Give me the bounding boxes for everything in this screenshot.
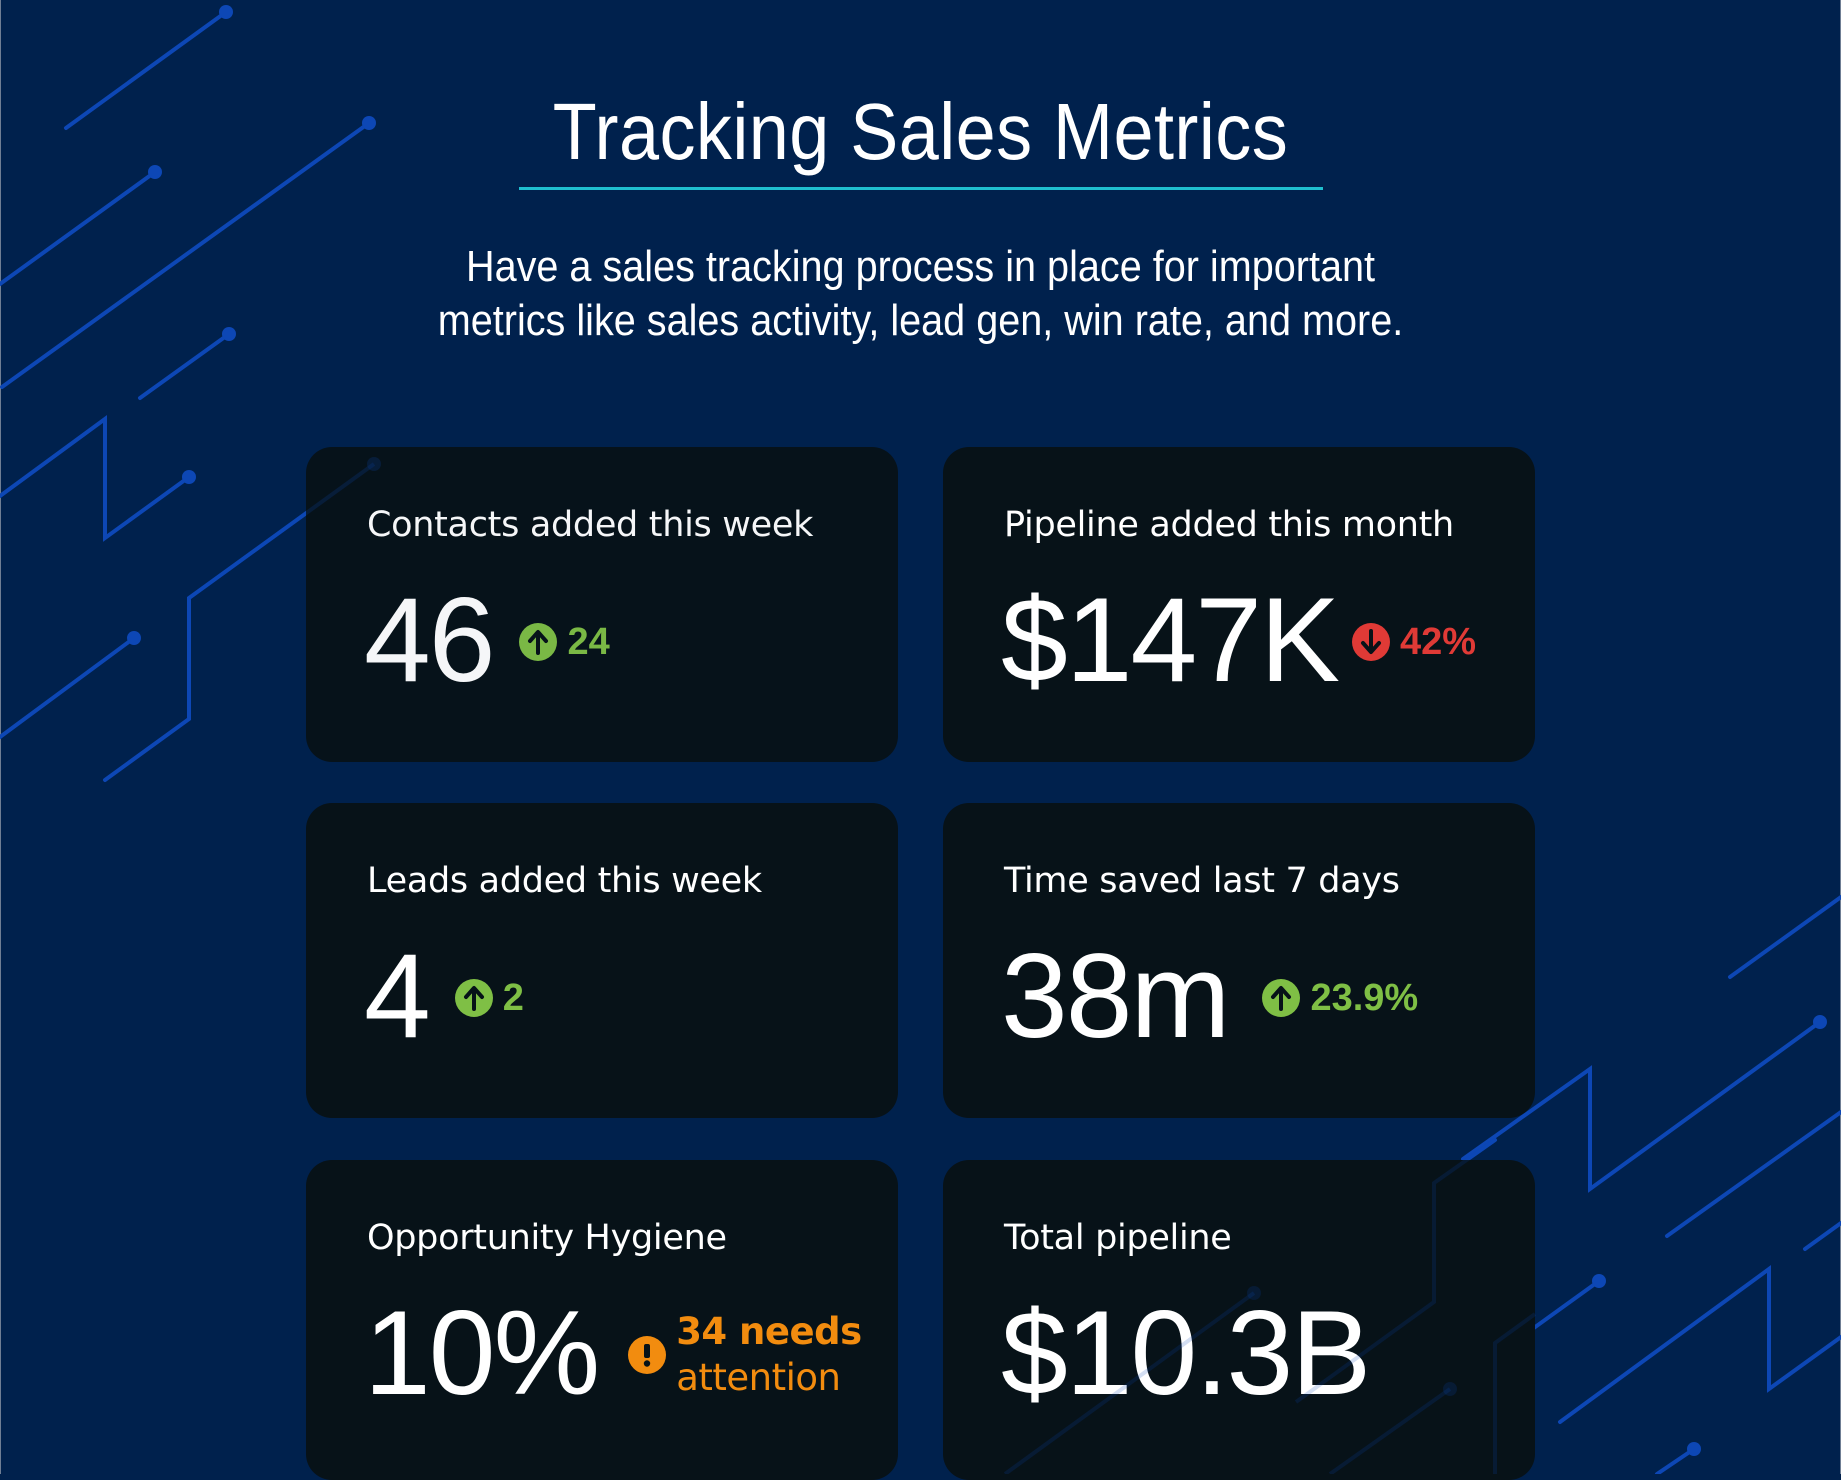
change-value: 24	[567, 620, 610, 663]
change-badge: 2	[454, 976, 524, 1020]
warning-text-line-2: attention	[676, 1356, 841, 1399]
page-subtitle: Have a sales tracking process in place f…	[92, 240, 1749, 348]
metric-value: 38m	[1001, 929, 1230, 1063]
metric-value: $10.3B	[1001, 1286, 1371, 1420]
change-value: 2	[502, 976, 524, 1019]
metric-card-total-pipeline[interactable]: Total pipeline $10.3B	[943, 1160, 1535, 1480]
metric-label: Opportunity Hygiene	[367, 1218, 727, 1258]
warning-badge: 34 needs attention	[628, 1309, 862, 1401]
page-title: Tracking Sales Metrics	[552, 87, 1289, 176]
warning-text-line-1: 34 needs	[676, 1310, 862, 1353]
change-badge: 24	[519, 620, 610, 664]
subtitle-line-2: metrics like sales activity, lead gen, w…	[437, 296, 1404, 345]
metric-label: Leads added this week	[367, 861, 762, 901]
change-value: 42%	[1400, 620, 1477, 663]
metric-card-leads[interactable]: Leads added this week 4 2	[306, 803, 898, 1118]
metric-card-opportunity-hygiene[interactable]: Opportunity Hygiene 10% 34 needs attenti…	[306, 1160, 898, 1480]
metric-value: 10%	[364, 1286, 600, 1420]
change-badge: 42%	[1352, 621, 1476, 664]
change-value: 23.9%	[1310, 976, 1419, 1019]
title-underline	[519, 187, 1323, 190]
warning-text: 34 needs attention	[676, 1309, 862, 1401]
metric-card-pipeline-month[interactable]: Pipeline added this month $147K 42%	[943, 447, 1535, 762]
metric-label: Time saved last 7 days	[1004, 861, 1400, 901]
arrow-up-circle-icon	[519, 623, 558, 661]
exclamation-circle-icon	[628, 1336, 667, 1374]
subtitle-line-1: Have a sales tracking process in place f…	[465, 242, 1376, 291]
change-badge: 23.9%	[1262, 977, 1418, 1020]
metric-value: $147K	[1001, 573, 1340, 707]
metric-label: Total pipeline	[1004, 1218, 1232, 1258]
metric-label: Pipeline added this month	[1004, 505, 1454, 545]
metric-value: 46	[364, 573, 495, 707]
arrow-up-circle-icon	[454, 979, 493, 1017]
metric-card-contacts[interactable]: Contacts added this week 46 24	[306, 447, 898, 762]
arrow-up-circle-icon	[1262, 979, 1301, 1017]
metric-label: Contacts added this week	[367, 505, 814, 545]
metric-card-time-saved[interactable]: Time saved last 7 days 38m 23.9%	[943, 803, 1535, 1118]
arrow-down-circle-icon	[1352, 623, 1390, 661]
metric-value: 4	[364, 929, 431, 1063]
